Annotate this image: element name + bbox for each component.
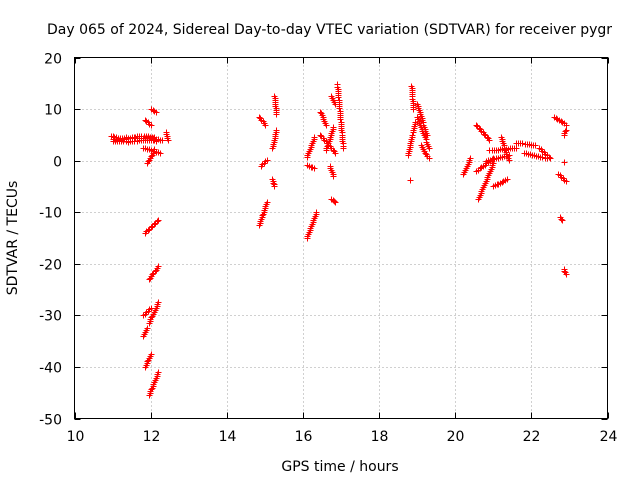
data-point xyxy=(323,122,330,129)
data-point xyxy=(330,173,337,180)
data-point xyxy=(262,122,269,129)
data-points xyxy=(108,81,570,399)
data-point xyxy=(273,127,280,134)
data-point xyxy=(145,227,152,234)
data-point xyxy=(407,177,414,184)
y-tick-label: -40 xyxy=(39,361,62,377)
data-point xyxy=(504,176,511,183)
data-point xyxy=(337,116,344,123)
data-point xyxy=(335,94,342,101)
data-point xyxy=(410,106,417,113)
data-point xyxy=(149,271,156,278)
data-point xyxy=(559,217,566,224)
y-tick-label: 20 xyxy=(44,52,62,68)
data-point xyxy=(324,143,331,150)
y-tick-label: 0 xyxy=(53,155,62,171)
plot-frame xyxy=(74,57,608,419)
data-point xyxy=(264,157,271,164)
data-point xyxy=(157,150,164,157)
data-point xyxy=(153,109,160,116)
data-point xyxy=(340,145,347,152)
y-tick-label: 10 xyxy=(44,103,62,119)
x-tick-label: 24 xyxy=(600,429,618,445)
data-point xyxy=(409,132,416,139)
data-point xyxy=(155,369,162,376)
data-point xyxy=(153,138,160,145)
y-tick-labels: -50 -40 -30 -20 -10 0 10 20 xyxy=(39,52,62,429)
data-point xyxy=(144,325,151,332)
data-point xyxy=(519,140,526,147)
data-point xyxy=(481,131,488,138)
data-point xyxy=(412,119,419,126)
data-point xyxy=(311,134,318,141)
data-point xyxy=(561,159,568,166)
data-point xyxy=(547,155,554,162)
data-point xyxy=(332,199,339,206)
chart-title: Day 065 of 2024, Sidereal Day-to-day VTE… xyxy=(47,22,612,38)
x-tick-labels: 10 12 14 16 18 20 22 24 xyxy=(67,429,618,445)
y-tick-label: -10 xyxy=(39,206,62,222)
data-point xyxy=(563,127,570,134)
data-point xyxy=(159,137,166,144)
y-tick-label: -20 xyxy=(39,258,62,274)
data-point xyxy=(151,221,158,228)
data-point xyxy=(558,216,565,223)
data-point xyxy=(563,271,570,278)
data-point xyxy=(486,137,493,144)
data-point xyxy=(155,299,162,306)
data-point xyxy=(473,122,480,129)
data-point xyxy=(506,157,513,164)
data-point xyxy=(332,150,339,157)
data-point xyxy=(426,155,433,162)
data-point xyxy=(270,180,277,187)
data-point xyxy=(155,263,162,270)
x-tick-label: 12 xyxy=(143,429,161,445)
data-point xyxy=(154,218,161,225)
y-tick-label: -30 xyxy=(39,309,62,325)
data-point xyxy=(273,111,280,118)
data-point xyxy=(165,137,172,144)
data-point xyxy=(336,105,343,112)
data-point xyxy=(148,224,155,231)
data-point xyxy=(317,132,324,139)
data-point xyxy=(539,154,546,161)
data-point xyxy=(546,154,553,161)
data-point xyxy=(148,351,155,358)
x-tick-label: 22 xyxy=(523,429,541,445)
data-point xyxy=(426,145,433,152)
data-point xyxy=(311,165,318,172)
y-tick-label: -50 xyxy=(39,413,62,429)
data-point xyxy=(151,146,158,153)
data-point xyxy=(467,155,474,162)
y-axis-label: SDTVAR / TECUs xyxy=(5,181,21,296)
data-point xyxy=(330,124,337,131)
x-tick-label: 10 xyxy=(67,429,85,445)
data-point xyxy=(532,142,539,149)
x-tick-label: 14 xyxy=(219,429,237,445)
data-point xyxy=(271,183,278,190)
x-tick-label: 18 xyxy=(371,429,389,445)
data-point xyxy=(148,122,155,129)
data-point xyxy=(331,198,338,205)
data-point xyxy=(490,160,497,167)
data-point xyxy=(562,128,569,135)
ticks xyxy=(74,57,609,420)
grid xyxy=(74,57,608,419)
data-point xyxy=(155,217,162,224)
data-point xyxy=(264,199,271,206)
x-axis-label: GPS time / hours xyxy=(281,459,398,475)
x-tick-label: 20 xyxy=(447,429,465,445)
data-point xyxy=(313,209,320,216)
data-point xyxy=(563,178,570,185)
x-tick-label: 16 xyxy=(295,429,313,445)
